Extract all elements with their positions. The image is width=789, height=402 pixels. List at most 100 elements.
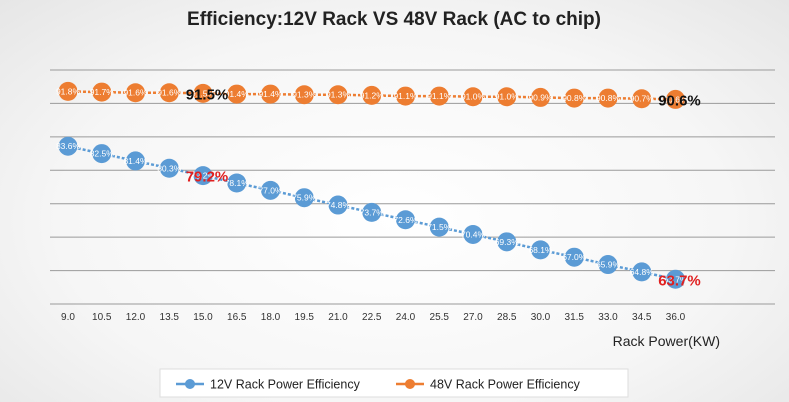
x-tick-label: 9.0	[61, 312, 75, 323]
data-label: 64.8%	[630, 267, 655, 277]
x-tick-label: 19.5	[295, 312, 315, 323]
data-label: 90.8%	[562, 93, 587, 103]
x-tick-label: 34.5	[632, 312, 652, 323]
x-axis-label: Rack Power(KW)	[613, 333, 720, 349]
data-label: 91.2%	[360, 90, 385, 100]
data-point	[92, 82, 112, 102]
data-label: 74.8%	[326, 200, 351, 210]
data-label: 65.9%	[596, 260, 621, 270]
data-point	[429, 217, 449, 237]
x-tick-label: 36.0	[666, 312, 686, 323]
data-point	[328, 195, 348, 215]
series-points: 83.6% 82.5% 81.4% 80.3% 79.2% 78.1% 77.0% 75.9%…	[56, 81, 688, 289]
x-tick-label: 24.0	[396, 312, 416, 323]
callout-label: 90.6%	[658, 92, 701, 109]
data-label: 81.4%	[123, 156, 148, 166]
data-point	[497, 232, 517, 252]
x-tick-label: 16.5	[227, 312, 247, 323]
data-point	[531, 87, 550, 107]
data-point	[632, 262, 652, 282]
data-point	[564, 88, 584, 108]
data-point	[564, 247, 584, 267]
x-tick-label: 10.5	[92, 312, 112, 323]
x-tick-label: 21.0	[328, 312, 348, 323]
data-label: 71.5%	[427, 222, 452, 232]
data-point	[362, 202, 382, 222]
data-point	[598, 88, 618, 108]
data-point	[396, 210, 415, 230]
data-point	[463, 224, 483, 244]
callouts: 91.5% 90.6% 79.2% 63.7%	[186, 86, 701, 289]
callout-label: 79.2%	[186, 169, 229, 186]
data-label: 91.3%	[292, 90, 317, 100]
data-point	[666, 269, 685, 289]
data-label: 91.3%	[326, 90, 351, 100]
data-label: 83.6%	[56, 141, 81, 151]
data-label: 68.1%	[528, 245, 553, 255]
data-point	[126, 151, 145, 171]
data-label: 91.1%	[393, 91, 418, 101]
data-point	[92, 144, 112, 164]
legend-box	[159, 368, 629, 398]
data-label: 78.1%	[225, 178, 250, 188]
data-point	[463, 87, 483, 107]
data-label: 90.8%	[596, 93, 621, 103]
data-label: 91.4%	[225, 89, 250, 99]
data-point	[294, 188, 314, 208]
x-tick-label: 25.5	[430, 312, 450, 323]
x-tick-label: 18.0	[261, 312, 281, 323]
x-tick-label: 30.0	[531, 312, 551, 323]
data-point	[159, 83, 179, 103]
legend-entry: 12V Rack Power Efficiency	[210, 378, 361, 392]
x-tick-label: 33.0	[598, 312, 618, 323]
data-point	[261, 180, 280, 200]
data-point	[126, 83, 145, 103]
data-label: 91.7%	[90, 87, 115, 97]
x-tick-label: 27.0	[463, 312, 483, 323]
data-point	[328, 85, 348, 105]
data-point	[429, 86, 449, 106]
data-label: 90.9%	[528, 92, 553, 102]
data-label: 73.7%	[360, 207, 385, 217]
data-label: 91.5%	[191, 88, 216, 98]
data-point	[362, 85, 382, 105]
data-label: 82.5%	[90, 149, 115, 159]
data-point	[598, 255, 618, 275]
data-point	[396, 86, 415, 106]
data-label: 69.3%	[495, 237, 520, 247]
x-tick-label: 22.5	[362, 312, 382, 323]
data-label: 91.1%	[427, 91, 452, 101]
data-label: 67.0%	[562, 252, 587, 262]
x-tick-labels: 9.0 10.5 12.0 13.5 15.0 16.5 18.0 19.5 21.0 22.5 2…	[61, 312, 686, 323]
chart-title: Efficiency:12V Rack VS 48V Rack (AC to c…	[187, 9, 601, 30]
data-point	[531, 240, 550, 260]
data-point	[666, 89, 685, 109]
x-tick-label: 15.0	[193, 312, 213, 323]
data-label: 91.6%	[157, 88, 182, 98]
data-point	[227, 173, 247, 193]
data-point	[261, 84, 280, 104]
data-label: 75.9%	[292, 193, 317, 203]
data-label: 90.7%	[630, 94, 655, 104]
data-point	[632, 89, 652, 109]
data-label: 63.7%	[663, 274, 688, 284]
data-point	[497, 87, 517, 107]
x-tick-label: 31.5	[565, 312, 585, 323]
legend-marker	[405, 379, 415, 389]
data-label: 72.6%	[393, 215, 418, 225]
data-label: 91.8%	[56, 86, 81, 96]
data-label: 77.0%	[258, 185, 283, 195]
legend-marker	[185, 379, 195, 389]
series-lines	[67, 90, 676, 281]
data-point	[294, 85, 314, 105]
x-tick-label: 28.5	[497, 312, 517, 323]
data-point	[58, 136, 78, 156]
data-point	[227, 84, 247, 104]
legend: 12V Rack Power Efficiency 48V Rack Power …	[176, 378, 581, 392]
data-point	[193, 166, 213, 186]
data-label: 91.0%	[495, 92, 520, 102]
callout-label: 63.7%	[658, 272, 701, 289]
data-point	[58, 81, 78, 101]
data-label: 90.6%	[663, 94, 688, 104]
